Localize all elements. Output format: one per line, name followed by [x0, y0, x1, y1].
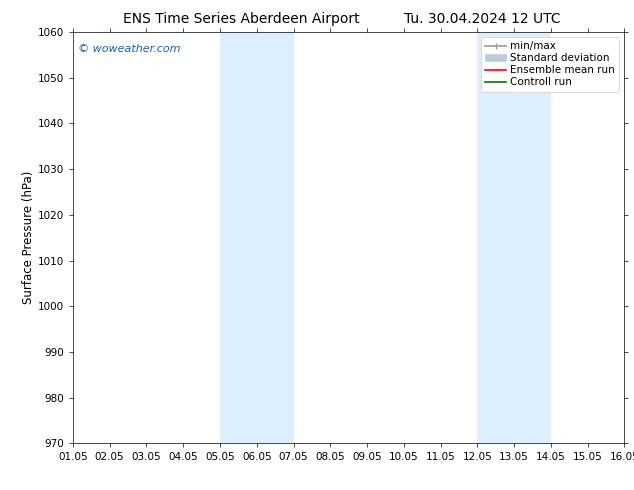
Text: ENS Time Series Aberdeen Airport: ENS Time Series Aberdeen Airport — [122, 12, 359, 26]
Y-axis label: Surface Pressure (hPa): Surface Pressure (hPa) — [22, 171, 35, 304]
Text: © woweather.com: © woweather.com — [79, 44, 181, 54]
Bar — [220, 32, 294, 443]
Bar — [477, 32, 551, 443]
Legend: min/max, Standard deviation, Ensemble mean run, Controll run: min/max, Standard deviation, Ensemble me… — [481, 37, 619, 92]
Text: Tu. 30.04.2024 12 UTC: Tu. 30.04.2024 12 UTC — [403, 12, 560, 26]
